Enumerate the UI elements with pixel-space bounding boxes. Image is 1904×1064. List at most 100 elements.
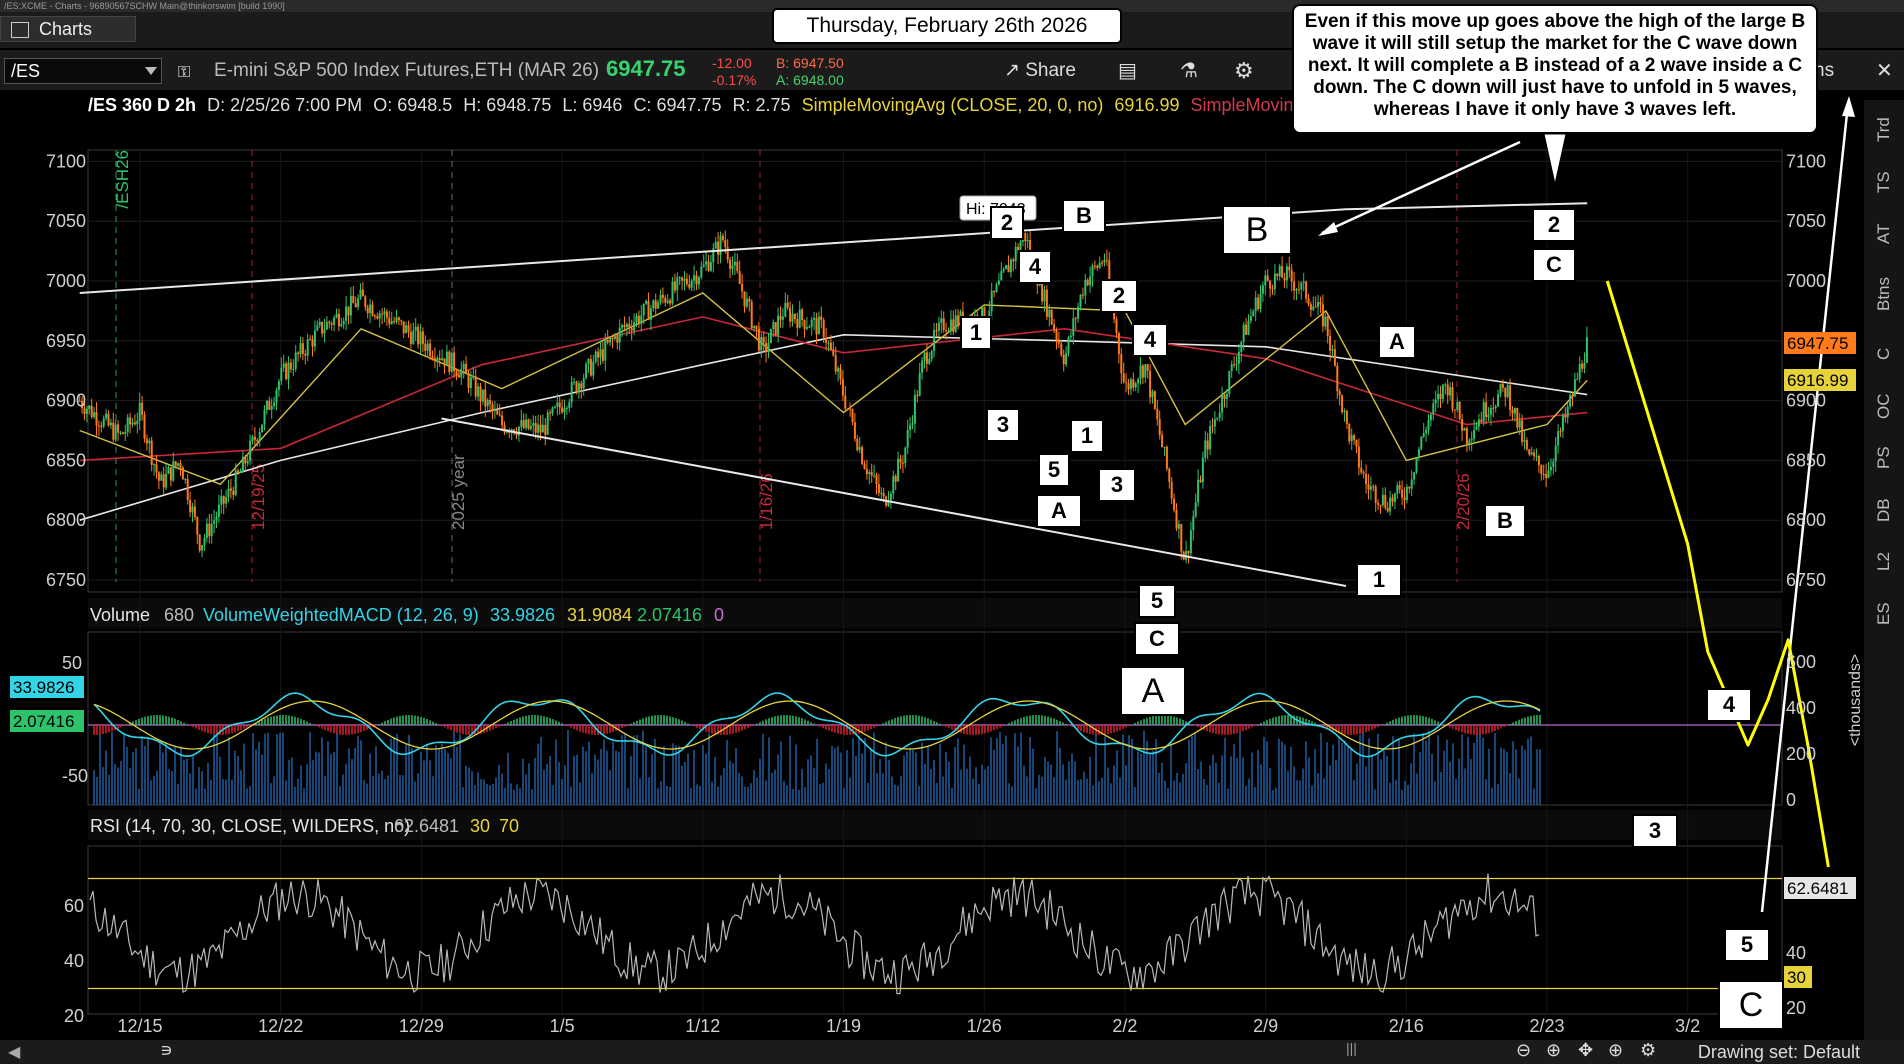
- candle-body: [863, 463, 866, 469]
- candle-body: [1060, 343, 1063, 355]
- zoom-in-icon[interactable]: ⊕: [1546, 1040, 1562, 1060]
- link-icon[interactable]: ⚿: [178, 64, 191, 81]
- candle-body: [304, 353, 307, 356]
- candle-body: [1005, 265, 1008, 270]
- candle-body: [150, 440, 153, 465]
- crosshair-icon[interactable]: ⊕: [1608, 1040, 1624, 1060]
- candle-body: [83, 408, 86, 414]
- sma20-line: [79, 292, 1588, 486]
- chart-settings-icon[interactable]: ⚙: [1640, 1040, 1657, 1060]
- rsi-panel-frame: [87, 845, 1783, 1015]
- candle-body: [623, 325, 626, 328]
- close-chart-button[interactable]: ✕: [1876, 58, 1893, 84]
- candle-body: [1319, 302, 1322, 305]
- candle-body: [1581, 363, 1584, 369]
- window-title: /ES:XCME - Charts - 96890567SCHW Main@th…: [4, 1, 285, 11]
- candle-body: [1216, 417, 1219, 420]
- info-range: R: 2.75: [732, 95, 791, 115]
- symbol-input[interactable]: /ES: [4, 58, 162, 84]
- candle-body: [604, 339, 607, 361]
- candle-body: [724, 240, 727, 248]
- macd-legend-volume-val: 680: [164, 605, 194, 625]
- candle-body: [366, 307, 369, 314]
- candle-body: [690, 280, 693, 288]
- candle-body: [1201, 457, 1204, 483]
- candle-body: [1189, 530, 1192, 554]
- candle-body: [1369, 486, 1372, 490]
- date-tick-label: 2/16: [1389, 1016, 1424, 1036]
- candle-body: [846, 408, 849, 410]
- wave-label: B: [1222, 205, 1292, 255]
- candle-body: [1324, 316, 1327, 327]
- candle-body: [1218, 412, 1221, 418]
- candle-body: [1276, 273, 1279, 277]
- candle-body: [1357, 446, 1360, 468]
- candle-body: [1391, 497, 1394, 502]
- candle-body: [865, 468, 868, 475]
- pan-icon[interactable]: ✥: [1578, 1040, 1594, 1060]
- candle-body: [1057, 339, 1060, 344]
- candle-body: [323, 329, 326, 334]
- sidebar-item-ps[interactable]: PS: [1874, 446, 1893, 470]
- candle-body: [558, 402, 561, 408]
- candle-body: [954, 315, 957, 332]
- candle-body: [333, 317, 336, 325]
- candle-body: [337, 313, 340, 327]
- candle-body: [947, 330, 950, 332]
- candle-body: [424, 343, 427, 351]
- candle-body: [1067, 337, 1070, 353]
- sidebar-item-l2[interactable]: L2: [1874, 552, 1893, 572]
- settings-button[interactable]: ⚙: [1234, 58, 1254, 84]
- candle-body: [933, 330, 936, 351]
- candle-body: [570, 382, 573, 403]
- studies-button[interactable]: ▤: [1118, 58, 1137, 84]
- price-panel: [78, 224, 1588, 564]
- info-date: D: 2/25/26 7:00 PM: [207, 95, 363, 115]
- candle-body: [232, 490, 235, 495]
- candle-body: [1549, 466, 1552, 471]
- sidebar-item-oc[interactable]: OC: [1874, 393, 1893, 419]
- tab-charts[interactable]: Charts: [0, 16, 136, 42]
- info-low: L: 6946: [562, 95, 623, 115]
- candle-body: [256, 439, 259, 442]
- candle-body: [616, 336, 619, 343]
- scroll-left-icon[interactable]: ◀: [8, 1044, 21, 1061]
- candle-body: [340, 324, 343, 327]
- candle-body: [853, 422, 856, 439]
- candle-body: [781, 316, 784, 320]
- candle-body: [765, 342, 768, 352]
- candle-body: [1228, 371, 1231, 394]
- chevron-down-icon[interactable]: [145, 67, 157, 75]
- candle-body: [649, 308, 652, 320]
- sidebar-item-btns[interactable]: Btns: [1874, 276, 1893, 312]
- candle-body: [249, 440, 252, 461]
- candle-body: [203, 537, 206, 546]
- flask-button[interactable]: ⚗: [1180, 58, 1198, 84]
- candle-body: [1405, 486, 1408, 501]
- sidebar-item-c[interactable]: C: [1874, 347, 1893, 361]
- candle-body: [1492, 407, 1495, 409]
- candle-body: [738, 271, 741, 284]
- sidebar-item-ts[interactable]: TS: [1874, 171, 1893, 193]
- candle-body: [901, 462, 904, 464]
- sidebar-item-at[interactable]: AT: [1874, 223, 1893, 245]
- candle-body: [839, 368, 842, 380]
- candle-body: [930, 350, 933, 360]
- candle-body: [469, 377, 472, 388]
- scrollbar-handle[interactable]: |||: [1346, 1040, 1357, 1056]
- sidebar-item-db[interactable]: DB: [1874, 498, 1893, 522]
- macd-value-line: [93, 692, 1541, 758]
- share-button[interactable]: ↗ Share: [1004, 58, 1076, 84]
- zoom-out-icon[interactable]: ⊖: [1516, 1040, 1532, 1060]
- sidebar-item-es[interactable]: ES: [1874, 602, 1893, 626]
- draw-tool-icon[interactable]: ∍: [160, 1040, 173, 1060]
- candle-body: [1516, 407, 1519, 428]
- sidebar-item-trd[interactable]: Trd: [1874, 117, 1893, 143]
- candle-body: [1081, 294, 1084, 296]
- candle-body: [1465, 428, 1468, 444]
- drawing-set-label[interactable]: Drawing set: Default: [1697, 1042, 1860, 1062]
- candle-body: [1139, 365, 1142, 379]
- candle-body: [1300, 282, 1303, 290]
- candle-body: [573, 381, 576, 383]
